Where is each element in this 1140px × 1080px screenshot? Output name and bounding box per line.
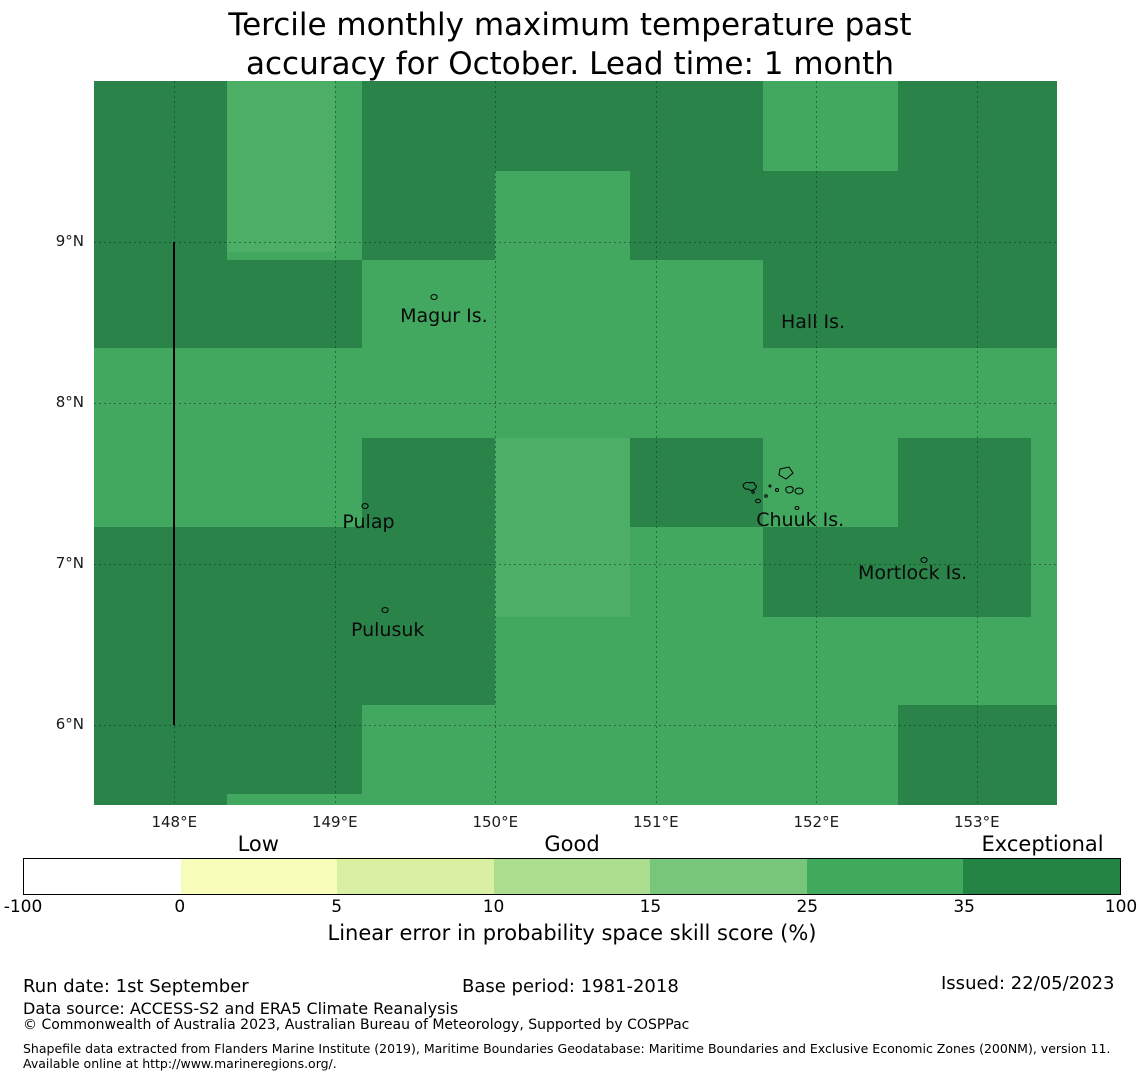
island-outline-icon: [742, 466, 804, 511]
place-label-pulusuk: Pulusuk: [350, 618, 425, 641]
longitude-gridline: [655, 81, 657, 805]
map-cell-skill-35-100: [94, 526, 228, 805]
colorbar-segment-15-25: [650, 859, 807, 894]
map-cell-skill-35-100: [763, 526, 1032, 617]
footer-data-source: Data source: ACCESS-S2 and ERA5 Climate …: [23, 999, 459, 1018]
colorbar-caption: Linear error in probability space skill …: [327, 921, 817, 945]
longitude-gridline: [816, 81, 818, 805]
map-cell-skill-35-100: [763, 259, 1057, 349]
longitude-gridline: [334, 81, 336, 805]
magur-islet: [429, 292, 439, 301]
x-axis-tick-label: 153°E: [953, 813, 1000, 831]
latitude-gridline: [94, 402, 1057, 404]
colorbar-segment--100-0: [24, 859, 181, 894]
map-cell-skill-35-100: [630, 438, 764, 527]
chuuk-archipelago-outlines: [733, 462, 813, 517]
x-axis-tick-label: 148°E: [151, 813, 198, 831]
footer-shapefile-note: Shapefile data extracted from Flanders M…: [23, 1041, 1111, 1071]
colorbar-tick-label: 5: [331, 897, 343, 917]
x-axis-tick-label: 151°E: [632, 813, 679, 831]
map-cell-skill-35-100: [898, 438, 1032, 527]
place-label-pulap: Pulap: [342, 510, 395, 533]
y-axis-tick-label: 9°N: [55, 231, 84, 250]
map-cell-skill-35-100: [763, 171, 899, 260]
place-label-hall-is-: Hall Is.: [780, 311, 846, 334]
colorbar-segment-5-10: [337, 859, 494, 894]
colorbar-tick-label: 15: [639, 897, 662, 917]
chart-title: Tercile monthly maximum temperature past…: [0, 6, 1140, 84]
colorbar-category-good: Good: [544, 832, 600, 856]
colorbar-tick-label: 25: [796, 897, 819, 917]
map-cell-skill-15-25: [495, 438, 631, 617]
colorbar-segment-35-100: [963, 859, 1121, 894]
y-axis-tick-label: 8°N: [55, 392, 84, 411]
x-axis-tick-label: 149°E: [311, 813, 358, 831]
footer-run-date: Run date: 1st September: [23, 976, 249, 997]
colorbar-category-exceptional: Exceptional: [981, 832, 1104, 856]
map-plot: Magur Is. Hall Is. Pulap Chuuk Is. Mortlock …: [94, 81, 1057, 805]
colorbar-tick-label: -100: [3, 897, 43, 917]
map-cell-skill-15-25: [227, 81, 335, 252]
map-cell-skill-35-100: [94, 81, 228, 349]
map-cell-skill-35-100: [362, 81, 496, 260]
longitude-gridline: [976, 81, 978, 805]
colorbar-tick-label: 35: [953, 897, 975, 917]
colorbar-tick-label: 100: [1104, 897, 1138, 917]
colorbar-segment-0-5: [180, 859, 338, 894]
latitude-gridline: [94, 563, 1057, 565]
colorbar-category-low: Low: [237, 832, 279, 856]
footer-base-period: Base period: 1981-2018: [462, 976, 679, 997]
place-label-mortlock-is-: Mortlock Is.: [857, 562, 968, 585]
colorbar-segment-10-15: [493, 859, 651, 894]
map-cell-skill-35-100: [362, 438, 496, 706]
map-cell-skill-35-100: [630, 81, 764, 260]
footer-copyright: © Commonwealth of Australia 2023, Austra…: [23, 1017, 690, 1033]
place-label-chuuk-is-: Chuuk Is.: [756, 509, 845, 532]
eez-boundary-line: [173, 241, 176, 725]
colorbar-tick-label: 0: [174, 897, 186, 917]
x-axis-tick-label: 152°E: [793, 813, 840, 831]
map-cell-skill-35-100: [495, 81, 631, 172]
chart-title-line-1: Tercile monthly maximum temperature past: [228, 7, 912, 43]
y-axis-tick-label: 6°N: [55, 714, 84, 733]
colorbar: [23, 858, 1121, 895]
place-label-magur-is-: Magur Is.: [400, 304, 488, 327]
colorbar-tick-label: 10: [482, 897, 505, 917]
y-axis-tick-label: 7°N: [55, 553, 84, 572]
chart-title-line-2: accuracy for October. Lead time: 1 month: [246, 46, 894, 82]
map-cell-skill-35-100: [227, 526, 363, 794]
latitude-gridline: [94, 724, 1057, 726]
latitude-gridline: [94, 241, 1057, 243]
x-axis-tick-label: 150°E: [472, 813, 519, 831]
footer-issued: Issued: 22/05/2023: [941, 973, 1115, 994]
longitude-gridline: [495, 81, 497, 805]
map-cell-skill-35-100: [227, 259, 363, 349]
colorbar-segment-25-35: [806, 859, 964, 894]
